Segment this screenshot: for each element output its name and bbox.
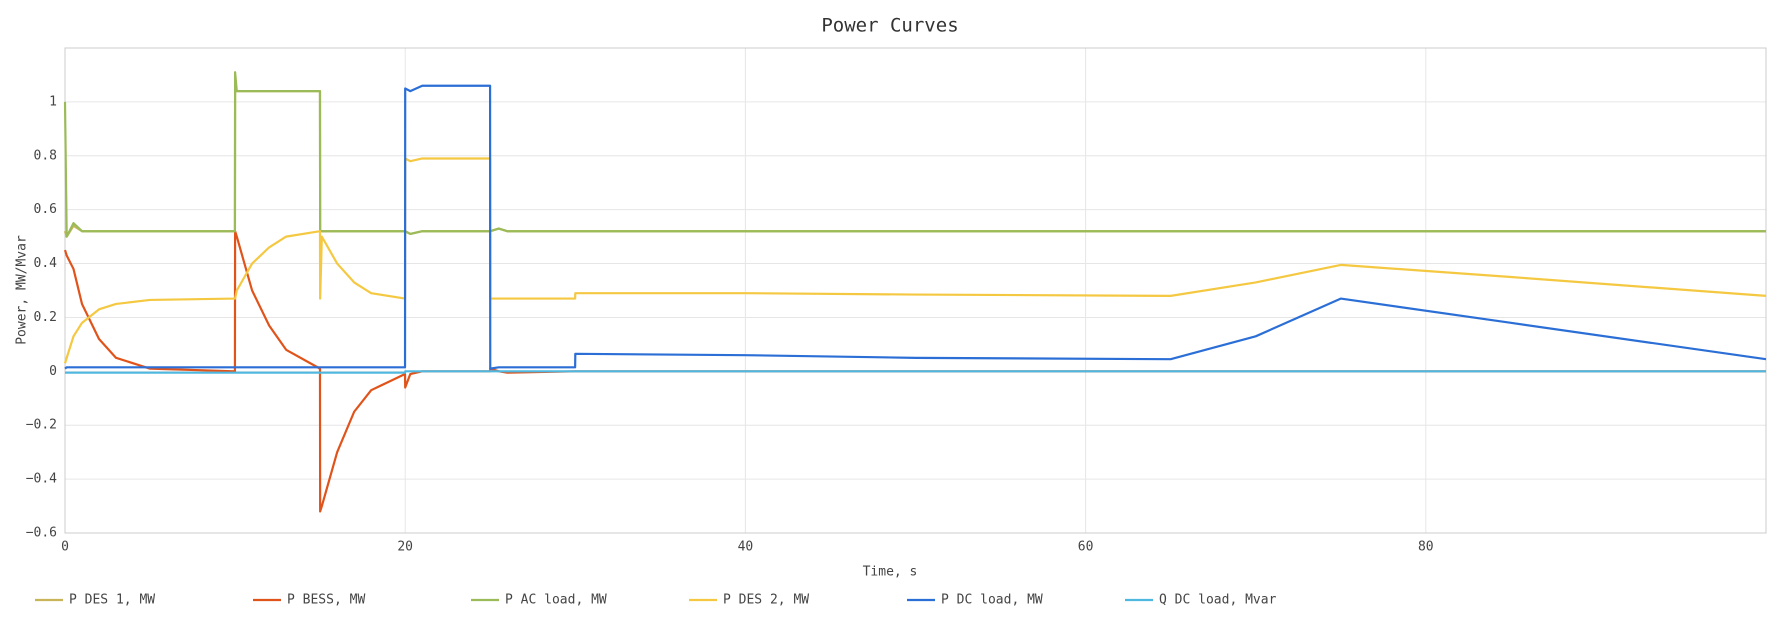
- y-axis-label: Power, MW/Mvar: [15, 235, 30, 345]
- chart-title: Power Curves: [821, 15, 958, 37]
- x-tick-label: 80: [1418, 540, 1434, 555]
- y-tick-label: −0.6: [26, 526, 57, 541]
- y-tick-label: 0.8: [34, 148, 57, 163]
- legend-label: P AC load, MW: [505, 593, 607, 608]
- x-tick-label: 60: [1078, 540, 1094, 555]
- x-axis-label: Time, s: [863, 565, 918, 580]
- series-line: [65, 370, 1766, 374]
- x-tick-label: 20: [397, 540, 413, 555]
- legend-label: P DES 1, MW: [69, 593, 155, 608]
- y-tick-label: 0.6: [34, 202, 57, 217]
- plot-frame: [64, 47, 1767, 534]
- legend-label: P DES 2, MW: [723, 593, 809, 608]
- legend-label: P DC load, MW: [941, 593, 1043, 608]
- y-tick-label: 0: [49, 364, 57, 379]
- y-tick-label: 0.2: [34, 310, 57, 325]
- legend-label: P BESS, MW: [287, 593, 365, 608]
- legend-label: Q DC load, Mvar: [1159, 593, 1277, 608]
- series-line: [63, 71, 1766, 238]
- x-tick-label: 0: [61, 540, 69, 555]
- y-tick-label: 1: [49, 94, 57, 109]
- x-tick-label: 40: [738, 540, 754, 555]
- series-line: [64, 84, 1767, 370]
- y-tick-label: −0.4: [26, 472, 57, 487]
- y-tick-label: −0.2: [26, 418, 57, 433]
- series-line: [63, 157, 1767, 364]
- y-tick-label: 0.4: [34, 256, 58, 271]
